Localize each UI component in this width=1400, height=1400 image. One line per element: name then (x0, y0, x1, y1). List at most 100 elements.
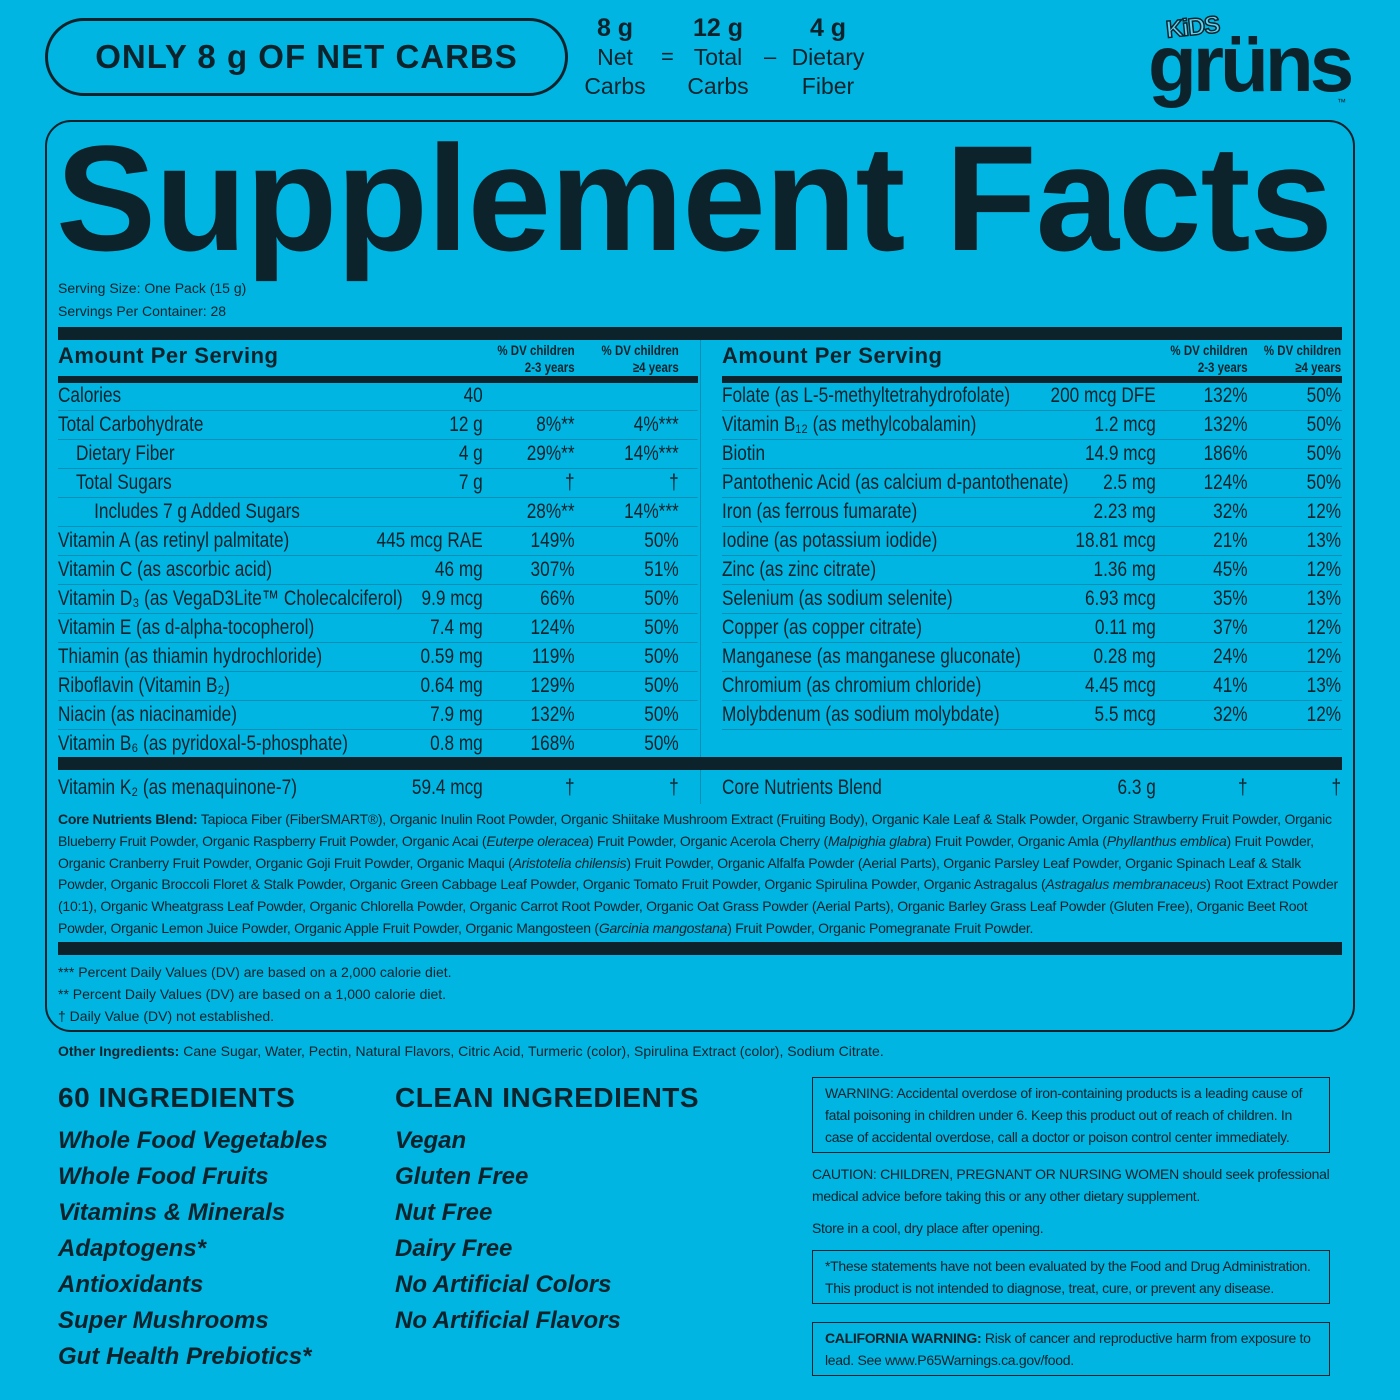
clean-ingredient-item: No Artificial Colors (395, 1271, 612, 1298)
dv-4plus: 50% (644, 703, 679, 726)
blend-text: ) Fruit Powder, Organic Acerola Cherry ( (588, 832, 828, 849)
dv-2-3: 28%** (526, 500, 575, 523)
nutrient-amount: 0.64 mg (420, 674, 483, 697)
dv-4plus: 50% (1306, 413, 1342, 436)
nutrient-amount: 0.11 mg (1094, 616, 1156, 639)
term-label: Total (693, 44, 743, 70)
minus-sign: – (764, 44, 777, 69)
nutrient-name: Includes 7 g Added Sugars (94, 500, 300, 523)
dv-2-3: † (565, 776, 575, 799)
column-divider (700, 340, 701, 804)
nutrient-row: Core Nutrients Blend 6.3 g † † (722, 774, 1342, 802)
dv-4plus: 12% (1306, 558, 1342, 581)
serving-size: Serving Size: One Pack (15 g) (58, 280, 247, 296)
dv-2-3: 41% (1213, 674, 1248, 697)
ingredient-item: Antioxidants (58, 1271, 204, 1298)
trademark: ™ (1337, 97, 1346, 107)
footnote-dagger: † Daily Value (DV) not established. (58, 1008, 275, 1024)
dv-4plus: 50% (1306, 442, 1342, 465)
nutrient-amount: 2.23 mg (1093, 500, 1156, 523)
nutrient-name: Vitamin E (as d-alpha-tocopherol) (58, 616, 315, 639)
dv-2-3: † (565, 471, 575, 494)
nutrient-row: Vitamin D₃ (as VegaD3Lite™ Cholecalcifer… (58, 585, 698, 614)
ingredient-item: Vitamins & Minerals (58, 1199, 286, 1226)
latin-name: Garcinia mangostana (598, 919, 728, 936)
total-carbs-term: 12 g Total Carbs (680, 14, 756, 101)
nutrient-amount: 6.3 g (1117, 776, 1156, 799)
nutrient-amount: 4 g (458, 442, 483, 465)
dv-4plus: 50% (1306, 384, 1342, 407)
clean-ingredient-item: Vegan (395, 1127, 467, 1154)
nutrient-amount: 46 mg (434, 558, 483, 581)
core-nutrients-blend-text: Core Nutrients Blend: Tapioca Fiber (Fib… (58, 809, 1342, 940)
nutrient-row: Includes 7 g Added Sugars 28%** 14%*** (58, 498, 698, 527)
nutrient-amount: 1.2 mcg (1094, 413, 1156, 436)
dv-2-3: 124% (1203, 471, 1248, 494)
dv-4plus: 14%*** (624, 500, 679, 523)
nutrient-amount: 1.36 mg (1093, 558, 1156, 581)
nutrient-name: Thiamin (as thiamin hydrochloride) (58, 645, 323, 668)
clean-ingredient-item: Gluten Free (395, 1163, 529, 1190)
net-carbs-badge-text: ONLY 8 g OF NET CARBS (95, 38, 518, 75)
nutrient-row: Vitamin C (as ascorbic acid) 46 mg 307% 51% (58, 556, 698, 585)
dv-2-3: 186% (1203, 442, 1248, 465)
equals-sign: = (661, 44, 674, 69)
nutrient-name: Vitamin B₁₂ (as methylcobalamin) (722, 413, 977, 436)
kids-gruns-logo: grüns KiDS ™ (1148, 11, 1354, 108)
clean-ingredients-heading: CLEAN INGREDIENTS (395, 1082, 700, 1113)
nutrient-amount: 40 (463, 384, 483, 407)
nutrient-row: Manganese (as manganese gluconate) 0.28 m… (722, 643, 1342, 672)
nutrient-row: Riboflavin (Vitamin B₂) 0.64 mg 129% 50% (58, 672, 698, 701)
nutrient-row: Molybdenum (as sodium molybdate) 5.5 mcg 3… (722, 701, 1342, 730)
nutrient-amount: 200 mcg DFE (1050, 384, 1156, 407)
nutrient-name: Zinc (as zinc citrate) (722, 558, 877, 581)
dv-2-3: 32% (1213, 703, 1248, 726)
dv-4plus: 13% (1306, 587, 1342, 610)
clean-ingredient-item: Nut Free (395, 1199, 493, 1226)
nutrient-row: Iron (as ferrous fumarate) 2.23 mg 32% 12% (722, 498, 1342, 527)
california-warning-label: CALIFORNIA WARNING: (825, 1330, 982, 1346)
ingredient-item: Super Mushrooms (58, 1307, 269, 1334)
term-label: Carbs (687, 73, 749, 99)
footnote-2000: *** Percent Daily Values (DV) are based … (58, 964, 452, 980)
nutrient-name: Pantothenic Acid (as calcium d-pantothen… (722, 471, 1069, 494)
dv-4plus: 13% (1306, 674, 1342, 697)
nutrient-amount: 18.81 mcg (1075, 529, 1156, 552)
latin-name: Malpighia glabra (827, 832, 927, 849)
term-label: Carbs (584, 73, 646, 99)
dv-4plus: 50% (644, 674, 679, 697)
dv-headers-right: % DV children 2-3 years % DV children ≥4 y… (722, 342, 1342, 376)
dv-4plus: 12% (1306, 703, 1342, 726)
fda-disclaimer-text: *These statements have not been evaluate… (825, 1258, 1311, 1296)
header-rule-right (722, 376, 1342, 383)
nutrient-row: Niacin (as niacinamide) 7.9 mg 132% 50% (58, 701, 698, 730)
nutrient-name: Niacin (as niacinamide) (58, 703, 237, 726)
latin-name: Phyllanthus emblica (1106, 832, 1227, 849)
term-label: Dietary (791, 44, 865, 70)
california-warning-text: Risk of cancer and reproductive harm fro… (825, 1330, 1311, 1368)
term-label: Net (597, 44, 633, 70)
storage-text: Store in a cool, dry place after opening… (812, 1220, 1044, 1236)
latin-name: Astragalus membranaceus (1045, 876, 1207, 893)
nutrient-row: Folate (as L-5-methyltetrahydrofolate) 20… (722, 382, 1342, 411)
nutrient-name: Folate (as L-5-methyltetrahydrofolate) (722, 384, 1011, 407)
term-label: Fiber (801, 73, 855, 99)
logo-wordmark: grüns (1148, 19, 1354, 108)
nutrient-name: Dietary Fiber (76, 442, 175, 465)
dv-2-3: 29%** (526, 442, 575, 465)
nutrient-amount: 7.4 mg (430, 616, 483, 639)
dv-4plus: 50% (644, 732, 679, 755)
nutrient-amount: 0.59 mg (420, 645, 483, 668)
california-warning-box: CALIFORNIA WARNING: Risk of cancer and r… (812, 1322, 1330, 1376)
nutrient-name: Vitamin K₂ (as menaquinone-7) (58, 776, 297, 799)
dv-2-3: 32% (1213, 500, 1248, 523)
nutrient-name: Selenium (as sodium selenite) (722, 587, 953, 610)
nutrient-row: Vitamin A (as retinyl palmitate) 445 mcg … (58, 527, 698, 556)
nutrient-name: Core Nutrients Blend (722, 776, 882, 799)
footnote-1000: ** Percent Daily Values (DV) are based o… (58, 986, 447, 1002)
page-title: Supplement Facts (56, 114, 1333, 282)
ingredient-item: Whole Food Fruits (58, 1163, 269, 1190)
servings-per-container: Servings Per Container: 28 (58, 303, 227, 319)
nutrient-name: Vitamin B₆ (as pyridoxal-5-phosphate) (58, 732, 348, 755)
dv-2-3: 132% (530, 703, 575, 726)
